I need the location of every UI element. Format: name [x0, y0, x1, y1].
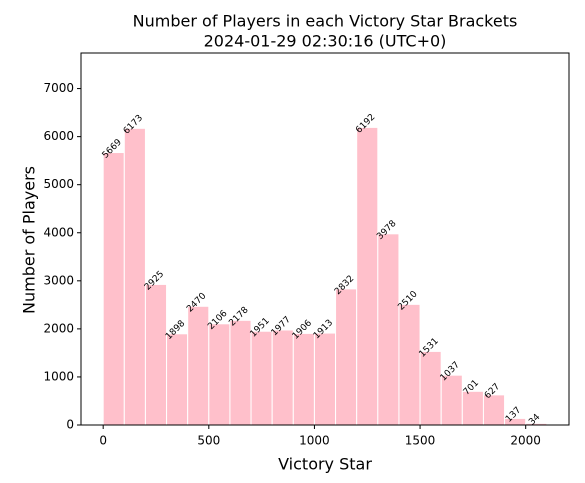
bar — [461, 390, 484, 426]
bar — [398, 303, 421, 426]
bar — [419, 350, 442, 426]
x-axis-label: Victory Star — [278, 455, 372, 474]
bar — [482, 394, 506, 426]
plot-frame — [80, 52, 570, 426]
bar — [271, 329, 294, 426]
y-tick-label: 4000 — [43, 225, 74, 239]
bar — [102, 152, 125, 426]
bar — [166, 333, 189, 426]
x-tick-label: 500 — [197, 434, 220, 448]
bar — [187, 305, 210, 426]
bar — [377, 233, 400, 426]
x-tick-label: 0 — [99, 434, 107, 448]
x-tick-label: 1000 — [299, 434, 330, 448]
bar — [313, 332, 337, 426]
bar — [123, 127, 146, 426]
chart-title: Number of Players in each Victory Star B… — [133, 12, 518, 31]
bar — [292, 332, 315, 426]
y-tick-label: 1000 — [43, 369, 74, 383]
y-tick-label: 2000 — [43, 321, 74, 335]
y-tick-label: 6000 — [43, 129, 74, 143]
y-axis-label: Number of Players — [20, 166, 39, 314]
y-tick-label: 3000 — [43, 273, 74, 287]
bar — [335, 288, 358, 426]
bar — [208, 323, 231, 426]
x-tick-label: 1500 — [405, 434, 436, 448]
chart-subtitle: 2024-01-29 02:30:16 (UTC+0) — [204, 32, 447, 51]
bar — [250, 330, 273, 426]
y-tick-label: 5000 — [43, 177, 74, 191]
bar — [229, 319, 252, 426]
bar — [144, 283, 168, 426]
x-tick-label: 2000 — [510, 434, 541, 448]
y-tick-label: 0 — [66, 418, 74, 432]
bar — [356, 126, 379, 426]
y-tick-label: 7000 — [43, 81, 74, 95]
